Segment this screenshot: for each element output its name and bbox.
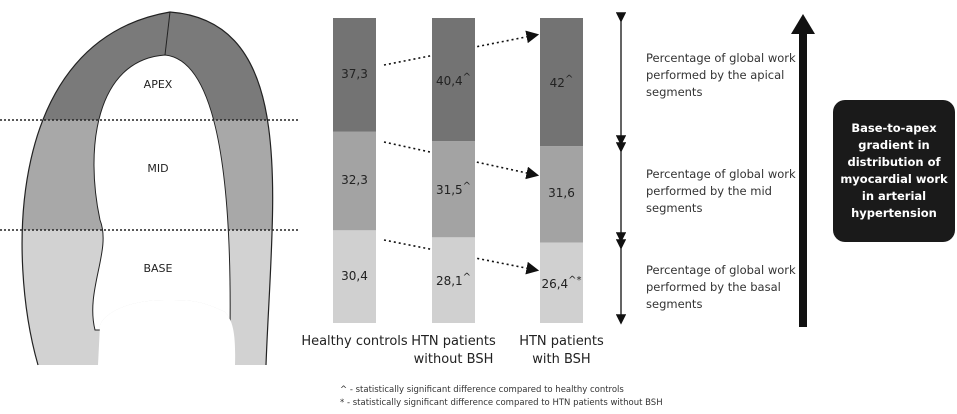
value-label: 37,3: [325, 67, 385, 81]
value-text: 28,1: [436, 274, 463, 288]
value-text: 42: [550, 76, 565, 90]
category-label: Healthy controls: [300, 333, 410, 351]
category-label: HTN patients with BSH: [507, 333, 617, 369]
value-label: 26,4^*: [532, 275, 592, 291]
value-text: 31,5: [436, 183, 463, 197]
value-label: 31,6: [532, 186, 592, 200]
value-text: 31,6: [548, 186, 575, 200]
value-label: 31,5^: [424, 181, 484, 197]
value-label: 42^: [532, 74, 592, 90]
figure: Base-to-apex gradient in distribution of…: [0, 0, 957, 414]
segment-description: Percentage of global work performed by t…: [646, 50, 796, 101]
heart: [0, 0, 300, 380]
gradient-box: Base-to-apex gradient in distribution of…: [833, 100, 955, 242]
value-label: 30,4: [325, 269, 385, 283]
value-text: 32,3: [341, 173, 368, 187]
value-label: 32,3: [325, 173, 385, 187]
significance-marker: ^*: [568, 275, 581, 286]
value-text: 40,4: [436, 74, 463, 88]
value-label: 28,1^: [424, 272, 484, 288]
footnote: ^ - statistically significant difference…: [340, 385, 624, 395]
value-text: 30,4: [341, 269, 368, 283]
gradient-arrowhead: [791, 14, 815, 34]
significance-marker: ^: [463, 72, 471, 83]
gradient-label: Base-to-apex gradient in distribution of…: [833, 120, 955, 222]
segment-description: Percentage of global work performed by t…: [646, 262, 796, 313]
value-text: 37,3: [341, 67, 368, 81]
significance-marker: ^: [463, 272, 471, 283]
footnote: * - statistically significant difference…: [340, 398, 663, 408]
region-label: APEX: [128, 78, 188, 91]
value-text: 26,4: [541, 277, 568, 291]
region-label: MID: [128, 162, 188, 175]
segment-description: Percentage of global work performed by t…: [646, 166, 796, 217]
category-label: HTN patients without BSH: [399, 333, 509, 369]
significance-marker: ^: [463, 181, 471, 192]
value-label: 40,4^: [424, 72, 484, 88]
region-label: BASE: [128, 262, 188, 275]
significance-marker: ^: [565, 74, 573, 85]
